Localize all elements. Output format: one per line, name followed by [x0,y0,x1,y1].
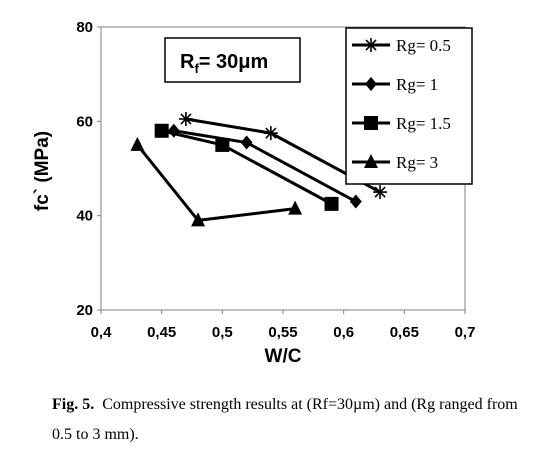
x-tick-label: 0,6 [333,324,354,341]
annotation-box: Rf= 30μm [164,37,301,83]
series-1-point [263,126,278,141]
x-axis-title: W/C [265,346,302,367]
x-tick-label: 0,65 [390,324,419,341]
legend-marker-2 [365,77,377,91]
annotation-main: R [180,51,195,73]
y-tick-label: 60 [76,113,93,130]
caption-label: Fig. 5. [52,396,95,413]
series-3-point [154,123,169,138]
legend-label-3: Rg= 1.5 [396,114,451,133]
y-tick-label: 20 [76,302,93,319]
y-axis-ticks: 20 40 60 80 [76,19,101,319]
series-2-point [240,135,253,150]
series-4-point [130,136,145,151]
annotation-value: = 30μm [199,51,269,73]
legend-label-2: Rg= 1 [396,75,438,94]
annotation-subscript: f [194,61,199,76]
series-2-point [349,194,362,209]
legend: Rg= 0.5 Rg= 1 Rg= 1.5 Rg= 3 [345,27,473,185]
y-axis-title: fc` (MPa) [32,131,53,211]
x-tick-label: 0,4 [91,324,113,341]
x-tick-label: 0,7 [455,324,476,341]
series-4-point [288,200,303,215]
svg-text:Rf= 30μm: Rf= 30μm [180,51,268,76]
y-tick-label: 40 [76,208,93,225]
figure-caption: Fig. 5. Compressive strength results at … [52,390,532,450]
legend-box [345,27,473,185]
series-1-point [373,185,388,200]
legend-marker-3 [364,116,378,130]
legend-marker-4 [364,154,378,168]
series-4-point [191,212,206,227]
x-tick-label: 0,5 [212,324,233,341]
series-3-point [215,137,230,152]
series-3-point [324,196,339,211]
legend-label-1: Rg= 0.5 [396,36,451,55]
caption-text: Compressive strength results at (Rf=30µm… [52,396,518,443]
legend-label-4: Rg= 3 [396,153,438,172]
x-axis-ticks: 0,4 0,45 0,5 0,55 0,6 0,65 0,7 [91,310,476,341]
x-tick-label: 0,55 [268,324,297,341]
y-tick-label: 80 [76,19,93,36]
series-1-point [178,111,193,126]
chart: 20 40 60 80 0,4 0,45 0,5 0,55 0,6 0,65 0,7 fc` (M… [32,19,476,367]
x-tick-label: 0,45 [147,324,176,341]
series-layer [130,111,388,227]
legend-marker-1 [364,38,378,52]
